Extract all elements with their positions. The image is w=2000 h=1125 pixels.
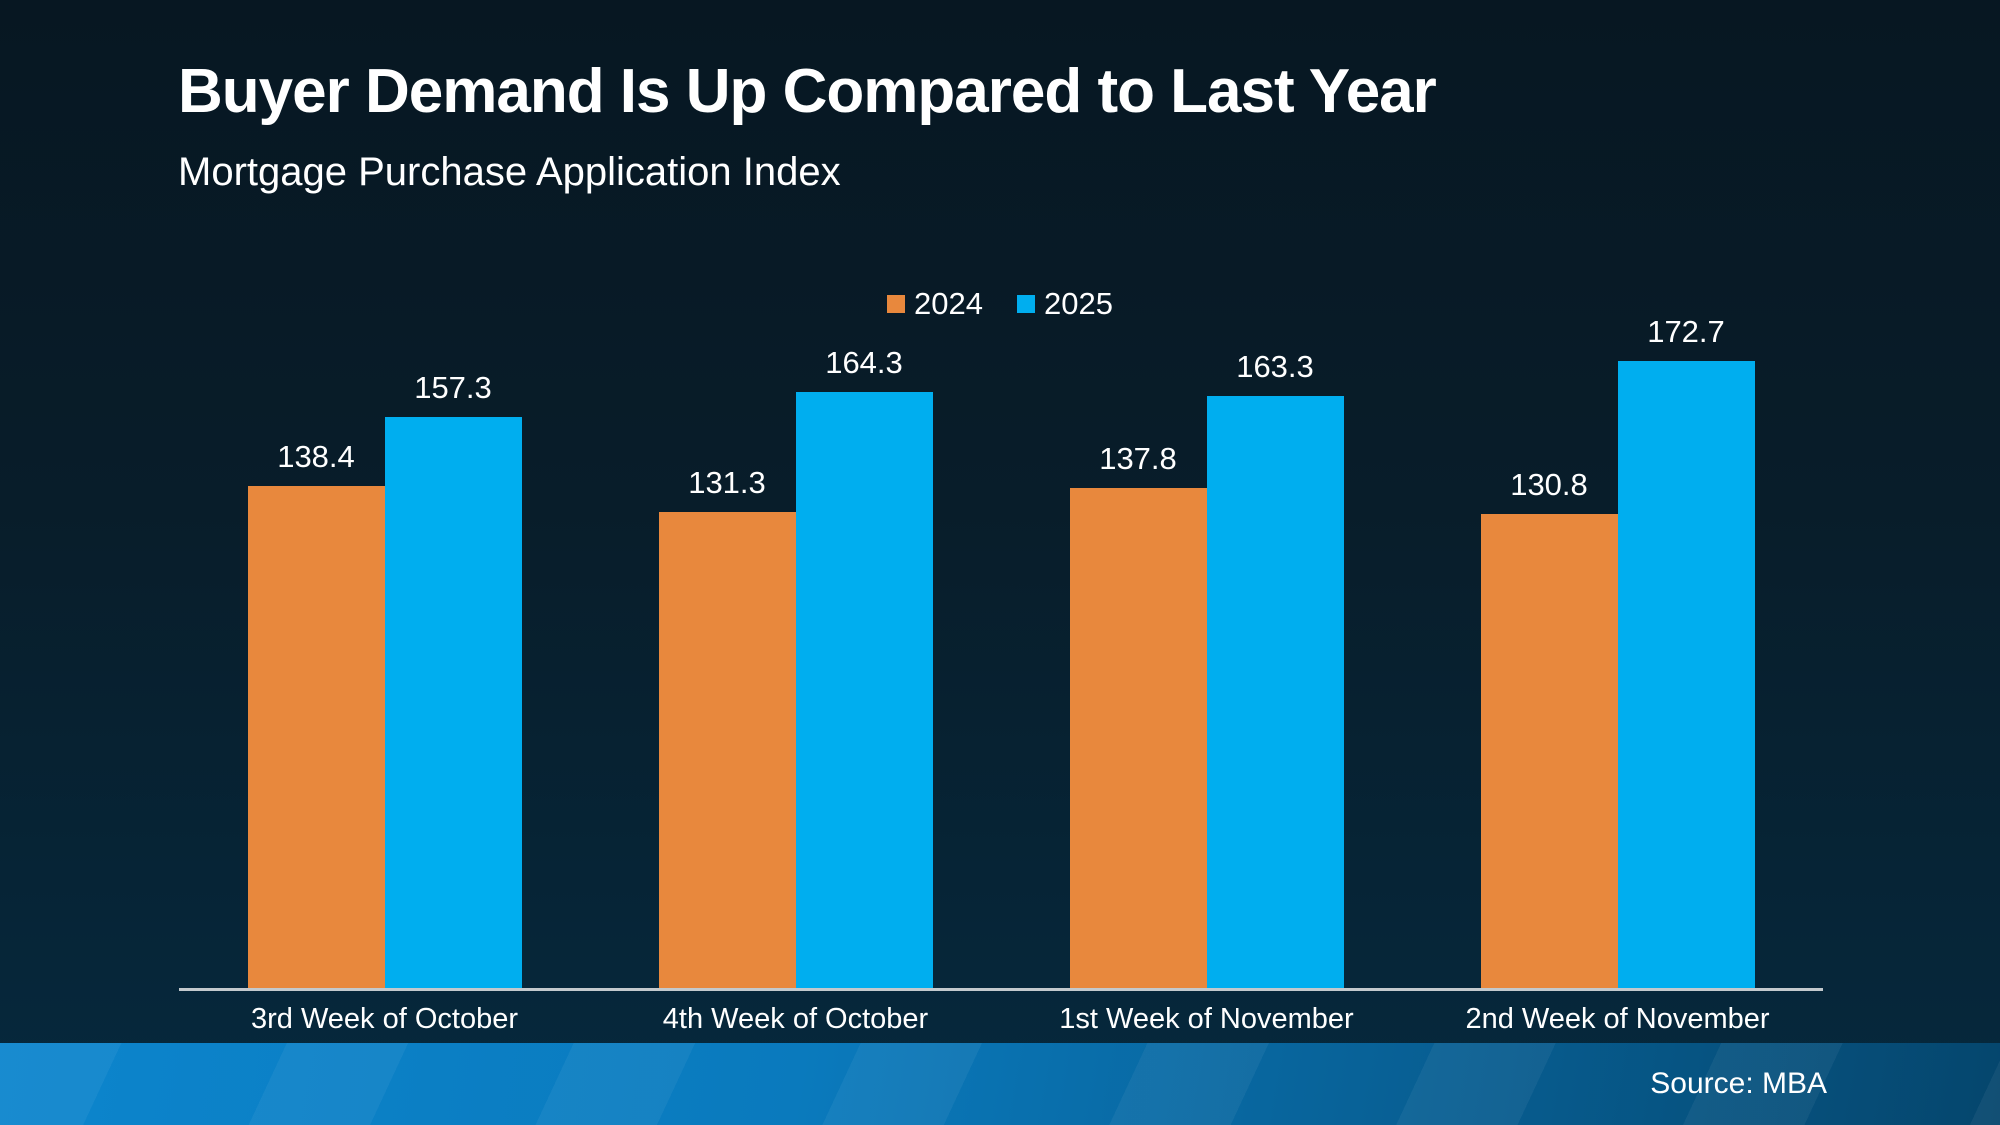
bar-2025: 172.7 bbox=[1617, 314, 1755, 990]
bar-group: 130.8 172.7 bbox=[1412, 270, 1823, 990]
legend-swatch-icon bbox=[1017, 295, 1035, 313]
bar-2025: 163.3 bbox=[1206, 349, 1344, 990]
x-axis-label: 2nd Week of November bbox=[1465, 1003, 1770, 1035]
legend-swatch-icon bbox=[887, 295, 906, 313]
bar-value-label: 130.8 bbox=[1510, 467, 1588, 502]
legend-label: 2024 bbox=[914, 286, 983, 321]
bar-rect bbox=[1206, 396, 1344, 990]
x-axis-labels: 3rd Week of October 4th Week of October 1s… bbox=[179, 1003, 1823, 1036]
bar-rect bbox=[658, 512, 796, 990]
footer-band: Source: MBA bbox=[0, 1043, 2000, 1125]
plot-area: 138.4 157.3 131.3 164.3 137.8 163.3 130.8 172.7 bbox=[179, 270, 1823, 990]
bar-value-label: 137.8 bbox=[1099, 441, 1177, 476]
bar-2025: 157.3 bbox=[384, 370, 522, 990]
bar-rect bbox=[1480, 514, 1618, 990]
bar-2024: 137.8 bbox=[1069, 441, 1207, 990]
bar-rect bbox=[1069, 488, 1207, 990]
bar-rect bbox=[1617, 361, 1755, 990]
bar-2025: 164.3 bbox=[795, 345, 933, 990]
bar-value-label: 138.4 bbox=[277, 439, 355, 474]
bar-value-label: 164.3 bbox=[825, 345, 903, 380]
x-axis-line bbox=[179, 988, 1823, 991]
legend: 2024 2025 bbox=[0, 286, 2000, 322]
x-axis-label: 4th Week of October bbox=[662, 1003, 929, 1035]
bar-group: 137.8 163.3 bbox=[1001, 270, 1412, 990]
bar-rect bbox=[795, 392, 933, 990]
bar-value-label: 157.3 bbox=[414, 370, 492, 405]
page-subtitle: Mortgage Purchase Application Index bbox=[178, 150, 841, 195]
bar-2024: 130.8 bbox=[1480, 467, 1618, 990]
legend-item-2024: 2024 bbox=[887, 286, 983, 322]
bar-2024: 131.3 bbox=[658, 465, 796, 990]
bar-value-label: 163.3 bbox=[1236, 349, 1314, 384]
bar-group: 138.4 157.3 bbox=[179, 270, 590, 990]
source-label: Source: MBA bbox=[1650, 1067, 1827, 1100]
bar-rect bbox=[384, 417, 522, 990]
bar-2024: 138.4 bbox=[247, 439, 385, 990]
bar-value-label: 131.3 bbox=[688, 465, 766, 500]
x-axis-label: 1st Week of November bbox=[1059, 1003, 1354, 1035]
page-title: Buyer Demand Is Up Compared to Last Year bbox=[178, 57, 1437, 126]
chart-header: Buyer Demand Is Up Compared to Last Year… bbox=[178, 57, 1437, 195]
bar-group: 131.3 164.3 bbox=[590, 270, 1001, 990]
legend-item-2025: 2025 bbox=[1017, 286, 1113, 322]
bar-rect bbox=[247, 486, 385, 990]
legend-label: 2025 bbox=[1044, 286, 1113, 321]
x-axis-label: 3rd Week of October bbox=[250, 1003, 519, 1035]
bar-value-label: 172.7 bbox=[1647, 314, 1725, 349]
